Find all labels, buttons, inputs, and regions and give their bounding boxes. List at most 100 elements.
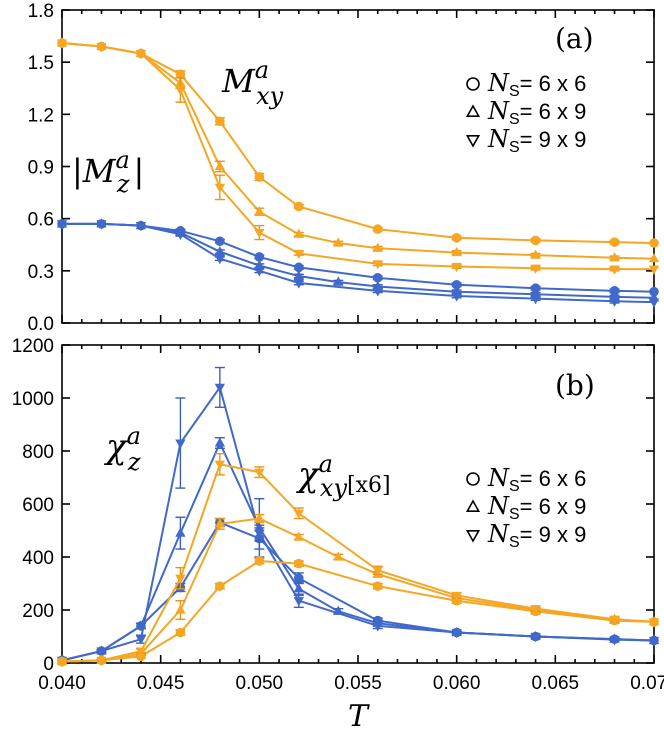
data-point	[214, 437, 226, 447]
data-point	[609, 237, 620, 247]
data-point	[215, 116, 225, 127]
data-point	[372, 566, 383, 576]
data-point	[293, 597, 304, 607]
data-point	[175, 527, 186, 537]
data-point	[214, 246, 226, 256]
data-point	[293, 249, 304, 260]
y-tick-label: 600	[22, 495, 54, 516]
data-point	[254, 556, 265, 566]
data-point	[96, 656, 107, 666]
data-point	[135, 647, 147, 657]
data-point	[254, 512, 265, 523]
y-tick-label: 0.6	[28, 210, 54, 231]
data-point	[293, 509, 304, 519]
y-tick-label: 0	[43, 654, 54, 675]
data-point	[135, 635, 147, 645]
x-tick-label: 0.040	[38, 673, 86, 694]
legend-label: NS= 9 x 9	[487, 520, 586, 551]
legend-label: NS= 6 x 9	[487, 97, 586, 128]
data-point	[333, 237, 344, 247]
data-point	[451, 628, 462, 639]
legend-marker-triangle-down	[465, 530, 481, 543]
legend-marker-circle	[466, 472, 480, 486]
data-point	[530, 249, 541, 259]
data-point	[530, 264, 541, 274]
data-point	[135, 222, 147, 232]
data-point	[372, 224, 383, 234]
data-point	[175, 627, 186, 638]
y-tick-label: 800	[22, 442, 54, 463]
y-tick-label: 1000	[12, 389, 54, 410]
data-point	[56, 658, 68, 668]
data-point	[451, 246, 462, 257]
legend-marker-circle	[466, 77, 480, 91]
annotation-chi-xy: χa xy[x6]	[296, 450, 391, 502]
x-tick-label: 0.065	[532, 673, 580, 694]
data-point	[451, 262, 462, 273]
legend-entry: NS= 6 x 9	[465, 492, 586, 523]
series-Mxy-6x6	[57, 38, 659, 248]
x-tick-label: 0.045	[137, 673, 185, 694]
panel-b-plot-area	[56, 366, 660, 668]
data-point	[96, 647, 107, 657]
data-point	[135, 49, 147, 60]
data-point	[609, 636, 620, 646]
data-point	[649, 238, 659, 248]
data-point	[254, 267, 265, 277]
series-Mz-9x9	[56, 220, 660, 308]
panel-a-legend: NS= 6 x 6NS= 6 x 9NS= 9 x 9	[465, 69, 586, 156]
data-point	[214, 160, 226, 171]
annotation-mz: |Ma z |	[72, 146, 144, 198]
data-point	[333, 276, 344, 286]
legend-entry: NS= 6 x 9	[465, 97, 586, 128]
data-point	[609, 252, 620, 262]
panel-a-ticks: 0.0 0.3 0.6 0.9 1.2 1.5 1.8	[28, 1, 655, 335]
data-point	[175, 439, 186, 449]
data-point	[333, 551, 344, 561]
y-tick-label: 200	[22, 601, 54, 622]
data-point	[293, 531, 304, 541]
data-point	[530, 235, 541, 246]
legend-marker-triangle-up	[465, 104, 481, 117]
data-point	[451, 232, 462, 243]
y-tick-label: 1.5	[28, 53, 54, 74]
data-point	[214, 460, 226, 470]
series-line	[61, 42, 654, 271]
data-point	[293, 262, 304, 273]
legend-entry: NS= 9 x 9	[465, 125, 586, 156]
data-point	[648, 618, 660, 628]
y-tick-label: 1.8	[28, 1, 54, 22]
legend-label: NS= 6 x 9	[487, 492, 586, 523]
x-tick-label: 0.070	[630, 673, 664, 694]
data-point	[214, 383, 226, 394]
data-point	[530, 295, 541, 305]
series-chi_xy-9x9	[56, 452, 660, 668]
y-tick-label: 0.0	[28, 314, 54, 335]
annotation-mxy: Ma xy	[221, 56, 284, 110]
data-point	[648, 298, 660, 308]
data-point	[293, 279, 304, 289]
data-point	[530, 605, 541, 615]
legend-entry: NS= 6 x 6	[466, 69, 586, 100]
data-point	[214, 183, 226, 194]
data-point	[175, 230, 186, 240]
data-point	[215, 581, 225, 591]
data-point	[609, 265, 620, 275]
data-point	[214, 518, 226, 528]
panel-b-ticks: 0 200 400 600 800 1000 1200 0.040 0.045 0.050 0.05…	[12, 336, 664, 694]
series-Mxy-9x9	[56, 39, 660, 275]
y-tick-label: 1200	[12, 336, 54, 357]
data-point	[372, 622, 383, 632]
data-point	[254, 468, 265, 478]
data-point	[293, 228, 304, 238]
data-point	[175, 86, 186, 96]
y-tick-label: 400	[22, 548, 54, 569]
data-point	[609, 297, 620, 307]
legend-marker-triangle-down	[465, 135, 481, 148]
data-point	[214, 255, 226, 265]
data-point	[293, 270, 304, 280]
data-point	[175, 604, 186, 614]
x-tick-label: 0.060	[433, 673, 481, 694]
data-point	[451, 292, 462, 302]
